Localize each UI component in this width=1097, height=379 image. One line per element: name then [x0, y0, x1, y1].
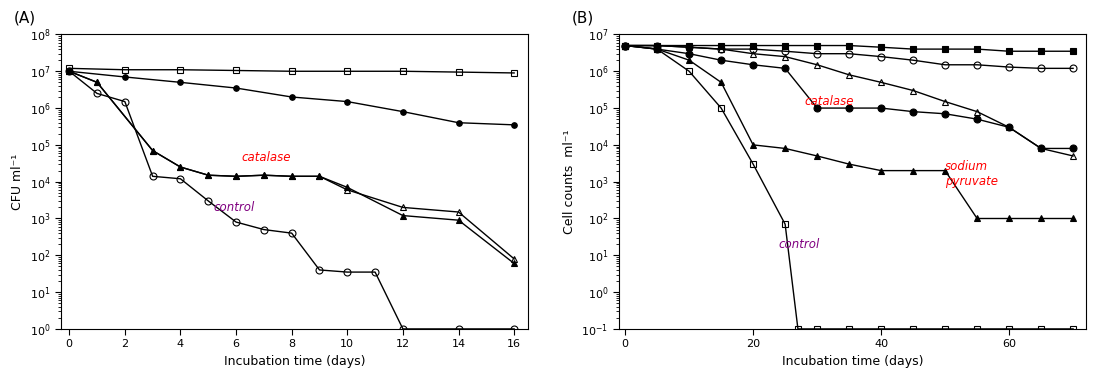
- Text: catalase: catalase: [241, 151, 291, 164]
- Text: control: control: [214, 201, 256, 214]
- Text: (B): (B): [572, 11, 595, 26]
- Y-axis label: CFU ml⁻¹: CFU ml⁻¹: [11, 153, 24, 210]
- X-axis label: Incubation time (days): Incubation time (days): [224, 355, 365, 368]
- Text: sodium
pyruvate: sodium pyruvate: [946, 160, 998, 188]
- Text: control: control: [779, 238, 819, 251]
- Text: (A): (A): [14, 11, 36, 26]
- Text: catalase: catalase: [804, 95, 853, 108]
- X-axis label: Incubation time (days): Incubation time (days): [781, 355, 923, 368]
- Y-axis label: Cell counts  ml⁻¹: Cell counts ml⁻¹: [563, 130, 576, 234]
